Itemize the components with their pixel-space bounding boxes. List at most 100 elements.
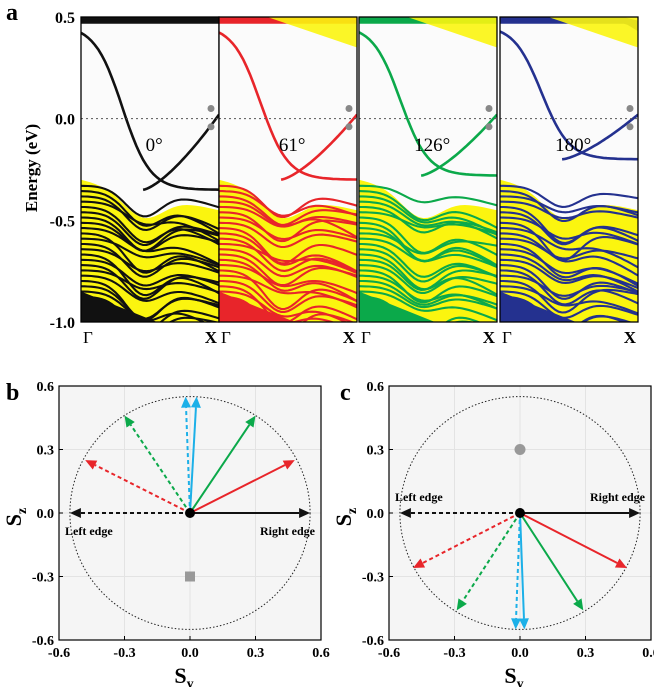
x-tick-label: -0.3 [443,646,465,661]
k-point-gamma-label: Γ [221,328,231,347]
angle-label: 61° [279,135,306,156]
valence-band [500,211,638,246]
panel-letter-c: c [340,380,351,406]
spin-vector-right-red [189,460,295,514]
valence-band [219,264,357,295]
valence-band [359,274,497,310]
valence-band [219,258,357,303]
gray-square-marker [185,571,195,582]
energy-tick-label: 0.5 [55,10,75,27]
valence-band [359,205,497,234]
x-axis-label: Sy [174,663,193,687]
spin-vector-head [85,460,98,470]
valence-band [359,279,497,306]
valence-band [500,285,638,315]
x-tick-label: 0.3 [247,646,265,661]
valence-band [500,269,638,306]
valence-band [500,195,638,214]
crossing-marker [207,105,215,112]
valence-band [219,242,357,274]
spin-vector-left-cyan [181,396,192,514]
edge-state-band [81,31,219,191]
valence-band [359,190,497,229]
valence-band [359,242,497,278]
valence-band [359,248,497,283]
valence-band [219,279,357,313]
valence-band [219,200,357,226]
valence-band [359,316,392,322]
valence-band [359,237,497,268]
valence-band [81,274,219,305]
valence-fill [219,179,357,322]
valence-band [219,295,355,322]
conduction-fill [548,17,638,48]
valence-band [500,248,638,285]
spin-vector-shaft [515,512,521,619]
x-tick-label: -0.6 [48,646,70,661]
spin-vector-head [190,396,201,408]
spin-vector-head [413,558,426,569]
y-axis-label-subscript: z [345,508,360,514]
spin-vector-right-cyan [518,512,529,630]
valence-band [81,316,110,322]
valence-band [81,264,219,300]
conduction-band [219,7,357,10]
valence-band [219,253,357,287]
y-tick-label: -0.6 [32,634,54,649]
valence-band [81,253,219,297]
conduction-band [359,12,497,14]
valence-band [81,285,219,320]
band-panel-frame [499,16,639,323]
spin-vector-head [518,618,529,630]
valence-band [359,264,497,294]
k-point-x-label: X [483,328,496,347]
spin-vector-left-green [456,512,521,611]
y-tick-label: 0.0 [37,507,55,522]
crossing-marker [345,123,353,131]
valence-band [500,264,638,300]
valence-band [359,258,497,291]
valence-band [500,200,638,220]
valence-band [81,211,219,247]
valence-band [81,205,219,246]
y-tick-label: 0.3 [37,444,55,459]
x-tick-label: 0.6 [312,646,330,661]
valence-band [500,316,526,322]
band-panel: 180° Γ X [499,16,639,347]
crossing-marker [207,123,215,131]
band-panel: 61° Γ X [218,7,358,347]
valence-band [500,274,638,297]
valence-band [81,237,219,267]
y-tick-label: -0.3 [32,571,54,586]
y-axis-label: Sz [331,508,360,526]
k-point-x-label: X [624,328,637,347]
valence-band [500,237,638,260]
valence-dense-block [81,291,157,322]
valence-band [219,285,357,322]
y-axis-label-subscript: z [15,508,30,514]
spin-texture-plot-c: -0.6 -0.3 0.0 0.3 0.6 0.6 0.3 0.0 -0.3 -0.6 Left e… [331,380,654,687]
x-tick-label: 0.6 [642,646,654,661]
spin-vector-left-green [124,415,191,514]
valence-band [219,232,357,273]
spin-vector-head [399,508,411,518]
valence-band [500,290,638,319]
x-tick-label: 0.3 [577,646,595,661]
valence-band [359,295,482,322]
valence-band [219,269,357,311]
x-tick-label: -0.6 [378,646,400,661]
valence-band [219,190,357,217]
y-tick-label: 0.6 [367,380,385,395]
spin-vector-left-black [399,508,520,518]
valence-band [359,285,497,310]
crossing-marker [626,123,634,131]
x-axis-label: Sy [504,663,523,687]
valence-band [219,216,357,241]
angle-label: 126° [414,135,450,156]
spin-vector-shaft [519,512,618,564]
edge-state-band [561,113,638,161]
energy-tick-label: -1.0 [50,315,75,332]
edge-state-band [359,31,497,177]
